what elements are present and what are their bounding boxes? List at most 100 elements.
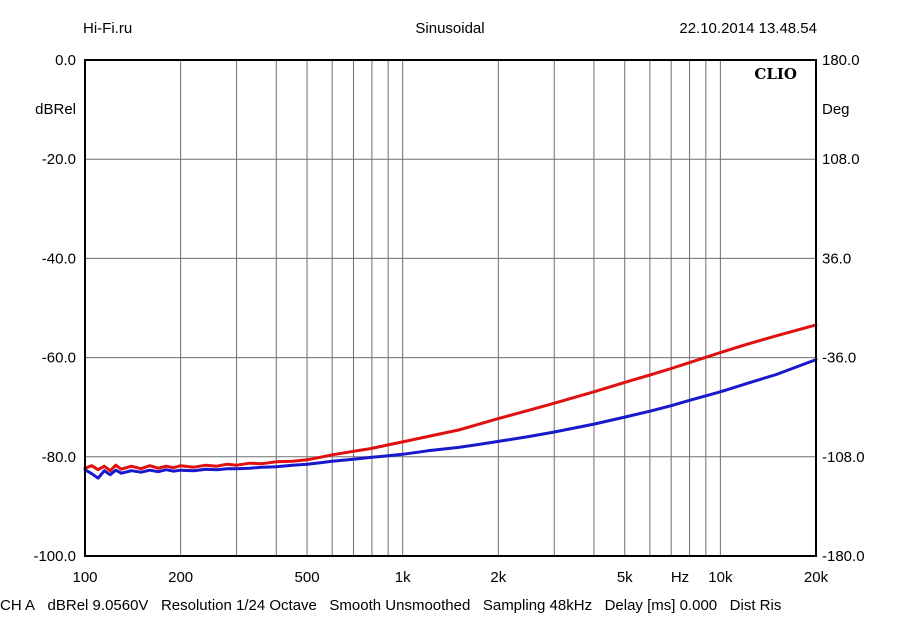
series-1-point [226,463,228,466]
footer-gap [35,597,48,614]
series-1-point [553,402,556,405]
series-1-point [306,459,308,461]
series-2-point [260,466,263,469]
footer-gap [148,597,161,614]
series-1-point [371,447,373,450]
series-1-point [179,464,182,467]
series-2-point [115,469,117,472]
footer-item: dBRel 9.0560V [47,597,149,614]
series-2-point [649,410,651,413]
left-axis-label: dBRel [35,101,76,118]
right-tick-label: 180.0 [822,52,860,69]
series-1-point [593,391,595,393]
footer-gap [592,597,605,614]
series-1-point [275,461,278,463]
series-1-point [670,367,672,370]
x-tick-label: 5k [617,569,633,586]
series-2-point [291,464,294,467]
right-tick-label: -108.0 [822,449,865,466]
right-tick-label: -180.0 [822,548,865,565]
footer-item: Smooth Unsmoothed [329,597,471,614]
series-2-point [172,470,175,473]
series-1-point [497,417,500,420]
series-1-point [130,465,133,468]
series-1-point [193,466,195,469]
left-tick-label: 0.0 [55,52,76,69]
measurement-settings-bar: CH A dBRel 9.0560V Resolution 1/24 Octav… [0,596,900,618]
series-2-point [387,455,389,457]
right-axis-label: Deg [822,101,850,118]
series-2-point [90,472,93,475]
x-tick-label: 500 [295,569,320,586]
x-tick-label: 200 [168,569,193,586]
series-2-point [688,399,691,402]
x-tick-label: 10k [708,569,733,586]
series-2-point [497,440,500,443]
series-1-point [120,468,122,471]
series-1-point [291,460,294,463]
series-2-point [149,469,151,472]
series-2-point [670,404,672,407]
series-1-point [248,462,251,465]
series-2-point [179,469,182,472]
series-1-point [331,454,334,456]
series-2-point [205,468,207,471]
series-1-point [140,467,142,470]
series-2-point [371,456,373,459]
right-tick-label: -36.0 [822,350,856,367]
series-1-point [260,462,263,465]
series-1-point [157,467,159,470]
series-2-point [331,460,334,463]
series-2-point [352,458,355,461]
series-2-point [593,423,595,425]
series-2-point [235,467,238,470]
series-2-point [165,468,167,471]
series-1-point [475,424,477,426]
series-1-point [352,450,355,453]
series-1-point [319,456,322,459]
clio-brand-label: CLIO [754,65,797,83]
series-2-point [216,468,218,471]
series-2-point [248,467,251,470]
x-axis-unit-label: Hz [671,569,689,586]
series-1-point [97,468,99,471]
left-tick-label: -80.0 [42,449,76,466]
series-2-point [775,373,778,376]
series-1-point [457,429,460,431]
series-2-point [719,391,722,393]
series-1-point [165,465,167,468]
footer-item: Resolution 1/24 Octave [160,597,317,614]
plot-series [83,323,818,480]
series-1-point [688,361,691,364]
series-2-point [157,470,159,473]
series-1-point [401,441,404,443]
footer-gap [470,597,483,614]
series-1-point [103,465,106,468]
series-2-point [319,462,322,464]
series-2-point [553,431,556,433]
series-2-point [528,435,530,438]
series-1-point [427,435,429,438]
series-2-point [103,469,106,472]
series-2-point [120,472,122,475]
series-1-point [528,409,530,412]
header-source: Hi-Fi.ru [83,20,132,37]
series-2-point [226,467,228,470]
left-tick-label: -60.0 [42,350,76,367]
series-1-point [719,351,722,354]
series-1-point [109,469,111,472]
series-2-point [140,471,142,474]
series-1-point [216,465,218,468]
series-2-point [275,465,278,468]
left-axis-ticks: 0.0 -20.0 -40.0 -60.0 -80.0 -100.0 [33,52,76,565]
series-2-point [401,453,404,456]
series-1-point [235,464,238,467]
plot-frame [84,59,817,557]
right-axis-ticks: 180.0 108.0 36.0 -36.0 -108.0 -180.0 [822,52,865,565]
series-2-point [457,446,460,449]
series-1-point [623,381,626,384]
series-1-point [172,466,175,469]
series-1-point [205,464,207,467]
series-1-point [649,374,651,376]
